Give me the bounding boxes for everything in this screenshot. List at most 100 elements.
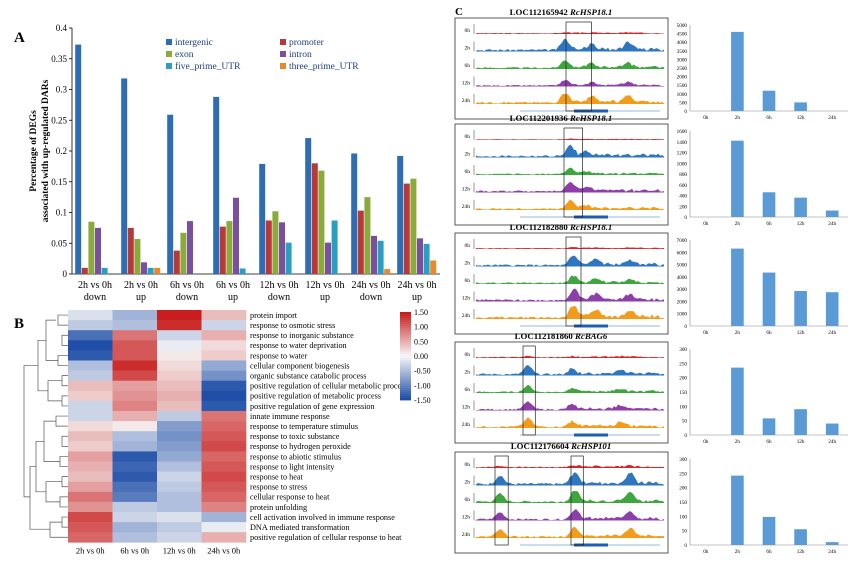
y-axis-label-line2: associated with up-regulated DARs (41, 79, 51, 222)
bar-exon (180, 232, 187, 274)
colorbar-step (400, 392, 411, 395)
dendrogram-branch (61, 476, 68, 488)
signal-track (476, 60, 664, 69)
track-panel-frame (454, 232, 669, 335)
colorbar-step (400, 318, 411, 321)
region-highlight-box (563, 127, 583, 218)
bar-exon (410, 178, 417, 274)
y-tick-label-a: 0.3 (56, 85, 68, 95)
signal-track (476, 401, 664, 411)
track-label: 6h (465, 63, 471, 69)
colorbar-step (400, 386, 411, 389)
heatmap-col-label: 24h vs 0h (207, 545, 241, 555)
x-tick-label-c: 6h (766, 221, 772, 227)
gene-title: LOC112176604 RcHSP101 (511, 441, 611, 451)
gene-id: LOC112181860 (515, 331, 575, 341)
heatmap-cell (112, 370, 158, 381)
y-tick-label-c: 6000 (677, 250, 688, 256)
bar-c (825, 210, 839, 217)
y-tick-label-c: 3000 (677, 287, 688, 293)
x-tick-label-c: 0h (703, 439, 709, 445)
y-tick-label-c: 600 (679, 183, 687, 189)
bar-c (762, 272, 776, 326)
y-tick-label-c: 200 (679, 376, 687, 382)
y-axis-label-a: Percentage of DEGs associated with up-reg… (29, 79, 51, 222)
x-tick-label-c: 12h (797, 549, 805, 555)
y-tick-label-c: 3500 (677, 49, 688, 55)
signal-track (476, 255, 664, 267)
x-tick-label-c: 24h (828, 221, 836, 227)
heatmap-cell (112, 491, 158, 503)
y-tick-label-a: 0.2 (56, 146, 67, 156)
x-tick-label-c: 24h (828, 115, 836, 121)
heatmap-row-label: response to temperature stimulus (250, 422, 358, 431)
bar-intron (95, 227, 101, 274)
colorbar-step (400, 370, 411, 373)
x-tick-label-c: 0h (703, 221, 709, 227)
heatmap-cell (201, 360, 247, 371)
track-label: 0h (465, 243, 471, 249)
heatmap-cell (157, 370, 202, 381)
heatmap-cell (112, 522, 158, 533)
dendrogram-branch (55, 415, 68, 427)
heatmap-cell (68, 330, 113, 341)
x-tick-label-a: down (268, 292, 290, 303)
track-label: 24h (462, 532, 471, 538)
heatmap-cell (112, 481, 158, 493)
x-tick-label-c: 0h (703, 330, 709, 336)
colorbar-step (400, 354, 411, 357)
heatmap-cell (68, 471, 113, 482)
heatmap-cell (201, 441, 247, 452)
heatmap-cell (201, 330, 247, 341)
y-tick-label-c: 7000 (677, 238, 688, 244)
track-panel-frame (454, 123, 669, 226)
track-label: 24h (462, 422, 471, 428)
heatmap-cell (201, 370, 247, 381)
heatmap-row-label: DNA mediated transformation (250, 523, 350, 532)
bar-intergenic (121, 78, 128, 275)
track-label: 6h (465, 278, 471, 284)
heatmap-cell (157, 380, 202, 392)
track-label: 12h (462, 515, 471, 521)
y-tick-label-c: 150 (679, 390, 687, 396)
heatmap-cell (157, 532, 202, 543)
x-tick-label-c: 2h (735, 115, 741, 121)
signal-track (476, 472, 664, 486)
region-highlight-box (565, 21, 592, 112)
x-tick-label-c: 12h (797, 439, 805, 445)
heatmap-cell (68, 441, 113, 452)
signal-track (476, 80, 664, 87)
bar-intron (187, 221, 193, 274)
y-tick-label-c: 0 (684, 324, 687, 330)
gene-name: RcHSP18.1 (569, 7, 612, 17)
region-highlight-box (494, 455, 509, 546)
y-tick-label-c: 5000 (677, 263, 688, 269)
heatmap-cell (201, 320, 247, 331)
heatmap-cell (157, 441, 202, 452)
heatmap-cell (201, 522, 247, 533)
signal-track (476, 246, 664, 249)
heatmap-cell (157, 330, 202, 341)
bar-c (731, 248, 744, 326)
y-tick-label-a: 0.05 (51, 238, 67, 248)
colorbar-step (400, 326, 411, 329)
colorbar-step (400, 340, 411, 343)
y-tick-label-c: 0 (684, 215, 687, 221)
bar-c (762, 90, 776, 111)
heatmap-cell (112, 441, 158, 452)
bar-intron (417, 238, 423, 274)
heatmap-cell (68, 380, 113, 392)
heatmap-row-label: response to water deprivation (250, 341, 347, 350)
y-tick-label-c: 3000 (677, 57, 688, 63)
heatmap-cell (112, 471, 158, 482)
legend-swatch (166, 39, 172, 45)
dendrogram-branch (59, 456, 68, 467)
heatmap-cell (201, 421, 247, 432)
y-tick-label-a: 0.4 (56, 23, 68, 33)
y-tick-label-a: 0 (63, 269, 68, 279)
colorbar-step (400, 352, 411, 355)
y-tick-label-c: 800 (679, 172, 687, 178)
bar-c (731, 31, 744, 112)
colorbar-step (400, 362, 411, 365)
heatmap-row-label: positive regulation of cellular response… (250, 533, 402, 542)
